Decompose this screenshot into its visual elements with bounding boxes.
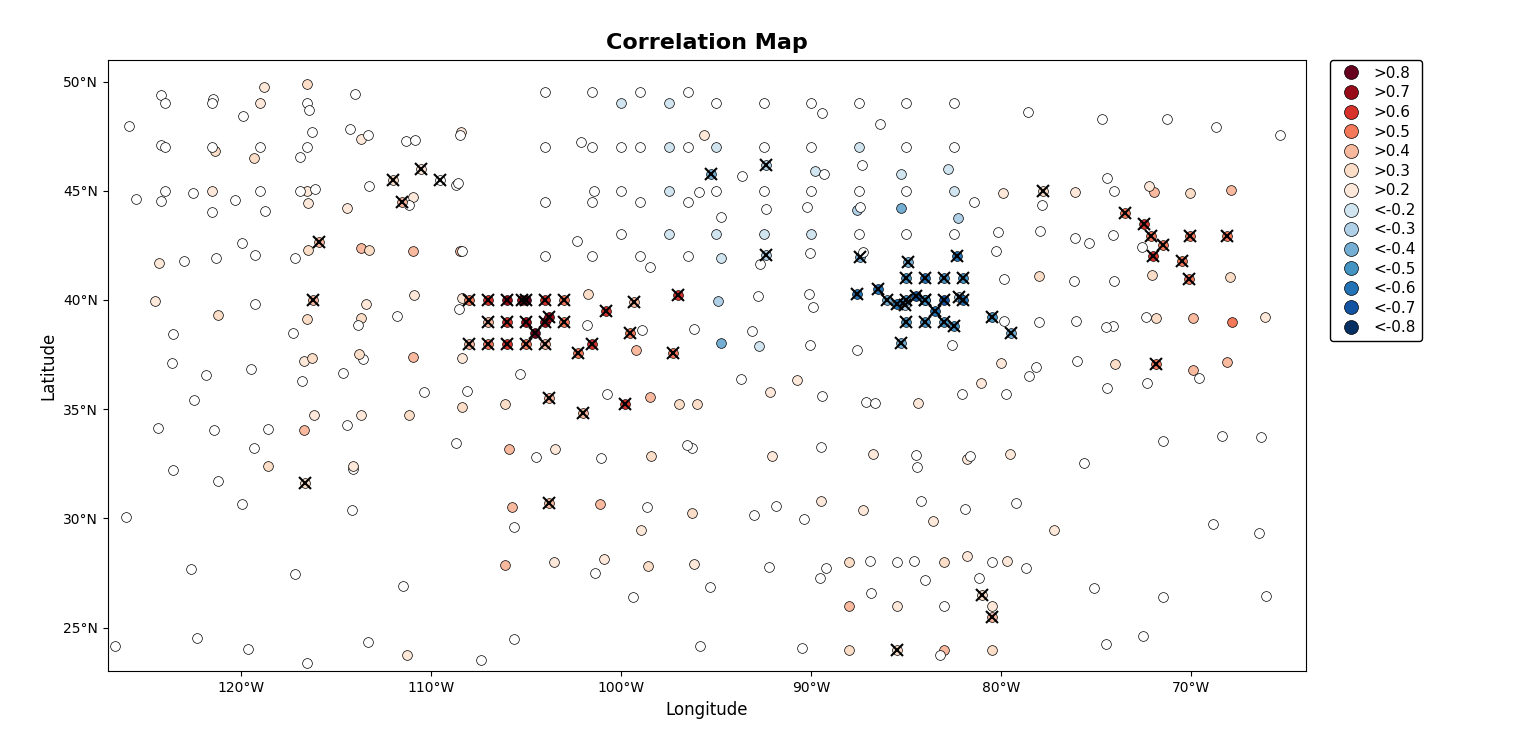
X-axis label: Longitude: Longitude — [665, 700, 748, 718]
Title: Correlation Map: Correlation Map — [605, 33, 808, 52]
Legend: >0.8, >0.7, >0.6, >0.5, >0.4, >0.3, >0.2, <-0.2, <-0.3, <-0.4, <-0.5, <-0.6, <-0: >0.8, >0.7, >0.6, >0.5, >0.4, >0.3, >0.2… — [1330, 60, 1422, 342]
Y-axis label: Latitude: Latitude — [40, 331, 57, 400]
